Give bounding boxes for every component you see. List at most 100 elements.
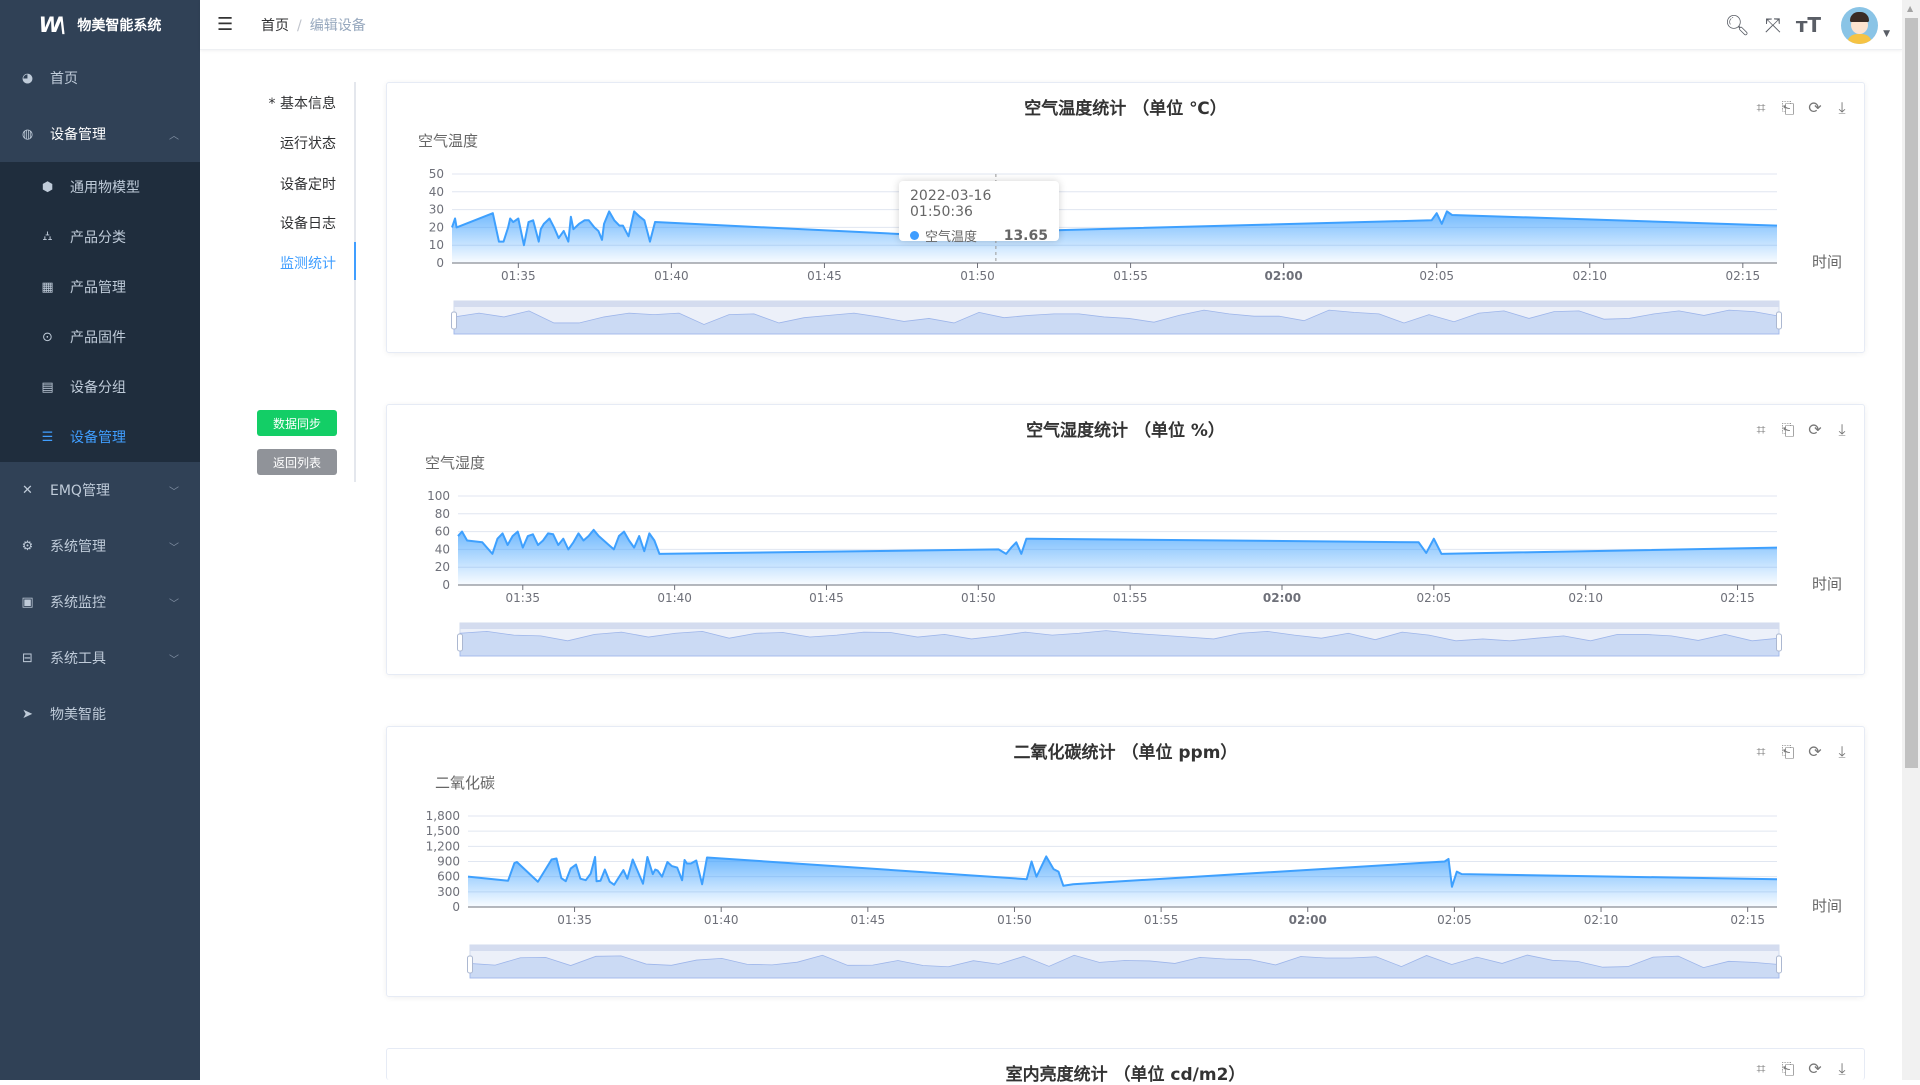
- sidebar-item-product-category[interactable]: ⛼ 产品分类: [0, 212, 200, 262]
- x-axis-label: 时间: [1812, 897, 1843, 915]
- x-tick-label: 01:45: [807, 269, 842, 283]
- x-tick-label: 01:55: [1113, 269, 1148, 283]
- sidebar-item-label: 设备管理: [50, 127, 106, 143]
- breadcrumb-home[interactable]: 首页: [261, 17, 289, 34]
- zoom-select-icon[interactable]: ⌗: [1756, 1059, 1766, 1078]
- y-tick-label: 1,200: [426, 839, 460, 853]
- caret-down-icon[interactable]: ▼: [1883, 28, 1890, 39]
- y-axis-label: 空气温度: [418, 132, 479, 150]
- device-tabs: * 基本信息 运行状态 设备定时 设备日志 监测统计: [206, 82, 356, 482]
- datazoom-handle[interactable]: [457, 633, 463, 652]
- sidebar-item-home[interactable]: ◕ 首页: [0, 50, 200, 106]
- hamburger-icon[interactable]: ☰: [217, 14, 234, 35]
- chevron-down-icon: ﹀: [169, 654, 179, 666]
- monitor-icon: ▣: [21, 594, 34, 610]
- x-tick-label: 01:40: [704, 913, 739, 927]
- sidebar-item-product-firmware[interactable]: ⊙ 产品固件: [0, 312, 200, 362]
- download-icon[interactable]: ⤓: [1838, 1059, 1846, 1078]
- datazoom-handle[interactable]: [467, 955, 473, 974]
- download-icon[interactable]: ⤓: [1838, 420, 1846, 439]
- sidebar-item-system[interactable]: ⚙ 系统管理 ﹀: [0, 518, 200, 574]
- restore-icon[interactable]: ⟳: [1808, 420, 1822, 439]
- y-tick-label: 50: [429, 167, 444, 181]
- chart-toolbox: ⌗ ⎗ ⟳ ⤓: [1752, 742, 1851, 762]
- y-tick-label: 30: [429, 203, 444, 217]
- fullscreen-icon[interactable]: ⤧: [1764, 13, 1781, 37]
- datazoom-move-bar[interactable]: [454, 301, 1779, 307]
- y-axis-label: 二氧化碳: [435, 774, 496, 792]
- cube-icon: ⬢: [41, 179, 54, 195]
- zoom-reset-icon[interactable]: ⎗: [1781, 420, 1795, 439]
- tab-monitor-stats[interactable]: 监测统计: [280, 256, 336, 272]
- chart-title: 空气湿度统计 （单位 %）: [1026, 421, 1225, 441]
- series-line: [467, 855, 1778, 888]
- scroll-up-icon[interactable]: ▲: [1907, 4, 1914, 13]
- restore-icon[interactable]: ⟳: [1808, 98, 1822, 117]
- y-tick-label: 900: [437, 855, 460, 869]
- sidebar-item-emq[interactable]: ✕ EMQ管理 ﹀: [0, 462, 200, 518]
- restore-icon[interactable]: ⟳: [1808, 1059, 1822, 1078]
- y-tick-label: 100: [427, 489, 450, 503]
- y-tick-label: 60: [435, 525, 450, 539]
- sidebar-item-wumei[interactable]: ➤ 物美智能: [0, 686, 200, 742]
- sidebar-item-device-management[interactable]: ◍ 设备管理 ︿: [0, 106, 200, 162]
- avatar[interactable]: [1841, 6, 1879, 44]
- network-icon: ✕: [22, 482, 33, 498]
- restore-icon[interactable]: ⟳: [1808, 742, 1822, 761]
- y-tick-label: 40: [429, 185, 444, 199]
- tooltip-time: 2022-03-16 01:50:36: [910, 188, 992, 220]
- series-dot-icon: [910, 231, 919, 240]
- datazoom-move-bar[interactable]: [460, 623, 1779, 629]
- zoom-select-icon[interactable]: ⌗: [1756, 742, 1766, 761]
- zoom-reset-icon[interactable]: ⎗: [1781, 98, 1795, 117]
- datazoom-move-bar[interactable]: [470, 945, 1779, 951]
- app-title: 物美智能系统: [77, 18, 162, 34]
- data-sync-button[interactable]: 数据同步: [257, 410, 337, 436]
- x-tick-label: 02:10: [1568, 591, 1603, 605]
- back-to-list-button[interactable]: 返回列表: [257, 449, 337, 475]
- chevron-down-icon: ﹀: [169, 486, 179, 498]
- chevron-up-icon: ︿: [169, 130, 179, 142]
- datazoom-handle[interactable]: [1776, 955, 1782, 974]
- sidebar-item-monitor[interactable]: ▣ 系统监控 ﹀: [0, 574, 200, 630]
- active-tab-indicator: [354, 242, 356, 280]
- series-area: [458, 529, 1777, 585]
- chevron-down-icon: ﹀: [169, 542, 179, 554]
- y-tick-label: 600: [437, 870, 460, 884]
- datazoom-handle[interactable]: [1776, 311, 1782, 330]
- scrollbar-thumb[interactable]: [1905, 18, 1918, 768]
- chart-card: 空气温度统计 （单位 ℃） ⌗ ⎗ ⟳ ⤓ 空气温度 时间 0 10 20 30 40 50 01:35…: [386, 82, 1865, 353]
- chart-toolbox: ⌗ ⎗ ⟳ ⤓: [1752, 1059, 1851, 1079]
- sidebar-item-label: 设备管理: [70, 430, 126, 446]
- sidebar-item-device-group[interactable]: ▤ 设备分组: [0, 362, 200, 412]
- zoom-reset-icon[interactable]: ⎗: [1781, 742, 1795, 761]
- sidebar-item-thing-model[interactable]: ⬢ 通用物模型: [0, 162, 200, 212]
- zoom-select-icon[interactable]: ⌗: [1756, 420, 1766, 439]
- x-tick-label: 01:55: [1144, 913, 1179, 927]
- tab-basic-info[interactable]: * 基本信息: [268, 96, 336, 112]
- zoom-reset-icon[interactable]: ⎗: [1781, 1059, 1795, 1078]
- sidebar-item-tools[interactable]: ⊟ 系统工具 ﹀: [0, 630, 200, 686]
- datazoom-handle[interactable]: [1776, 633, 1782, 652]
- x-tick-label: 02:15: [1720, 591, 1755, 605]
- sidebar-item-device-list[interactable]: ☰ 设备管理: [0, 412, 200, 462]
- tab-device-timer[interactable]: 设备定时: [280, 177, 336, 193]
- font-size-icon[interactable]: тT: [1795, 13, 1822, 37]
- x-tick-label: 01:35: [501, 269, 536, 283]
- download-icon[interactable]: ⤓: [1838, 742, 1846, 761]
- search-icon[interactable]: 🔍︎: [1724, 13, 1750, 37]
- x-tick-label: 02:15: [1726, 269, 1761, 283]
- series-area: [452, 211, 1777, 263]
- download-icon[interactable]: ⤓: [1838, 98, 1846, 117]
- page-scrollbar[interactable]: ▲: [1902, 0, 1920, 1080]
- tab-device-log[interactable]: 设备日志: [280, 216, 336, 232]
- sidebar-item-product-management[interactable]: ▦ 产品管理: [0, 262, 200, 312]
- y-tick-label: 0: [452, 900, 460, 914]
- x-tick-label: 02:00: [1263, 591, 1301, 605]
- tree-icon: ⛼: [42, 228, 53, 244]
- datazoom-handle[interactable]: [451, 311, 457, 330]
- zoom-select-icon[interactable]: ⌗: [1756, 98, 1766, 117]
- tab-running-status[interactable]: 运行状态: [280, 136, 336, 152]
